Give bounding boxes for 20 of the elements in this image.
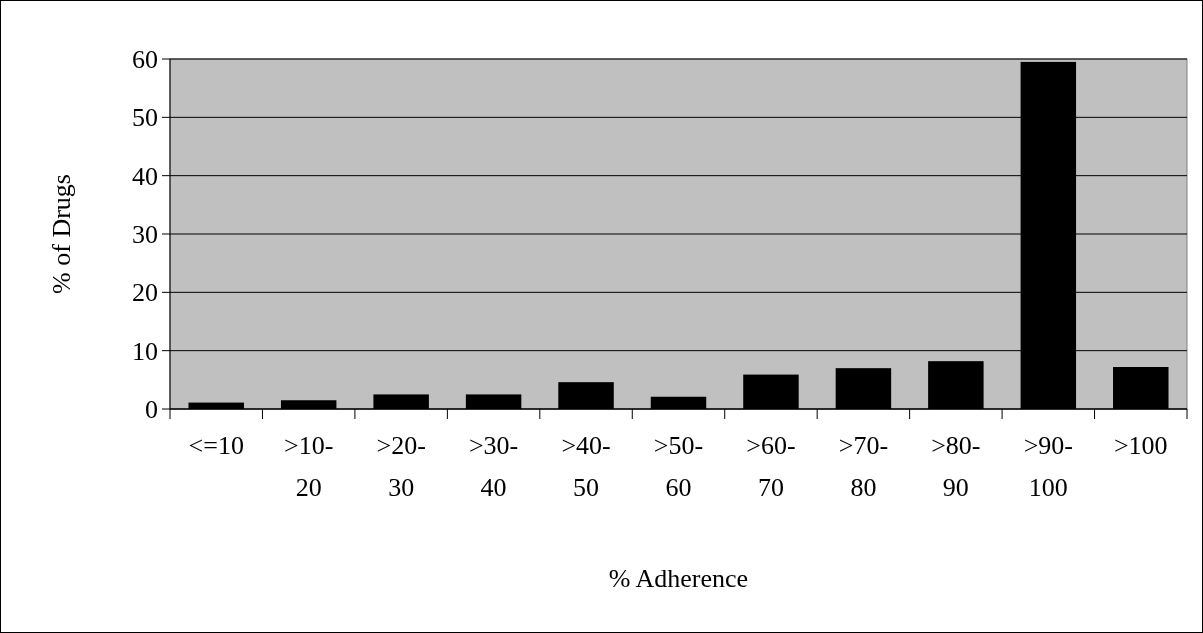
y-tick-label: 50 [132, 103, 158, 133]
x-tick-label: <=10 [188, 431, 244, 460]
x-tick-label: >70-80 [838, 431, 889, 502]
x-tick-label: >30-40 [468, 431, 519, 502]
x-tick-label: >90-100 [1023, 431, 1073, 502]
x-tick-label: >20-30 [376, 431, 426, 502]
y-tick-label: 0 [145, 395, 158, 425]
y-tick-label: 60 [132, 45, 158, 75]
x-axis-title: % Adherence [608, 564, 749, 593]
y-tick-label: 30 [132, 220, 158, 250]
y-tick-label: 40 [132, 161, 158, 191]
x-tick-label: >60-70 [746, 431, 796, 502]
x-tick-label: >50-60 [653, 431, 704, 502]
y-tick-label: 20 [132, 278, 158, 308]
y-tick-label: 10 [132, 336, 158, 366]
x-tick-label: >10-20 [284, 431, 334, 502]
x-tick-label: >40-50 [561, 431, 611, 502]
x-tick-label: >100 [1113, 431, 1168, 460]
x-tick-label: >80-90 [931, 431, 981, 502]
y-axis-title: % of Drugs [47, 174, 76, 294]
